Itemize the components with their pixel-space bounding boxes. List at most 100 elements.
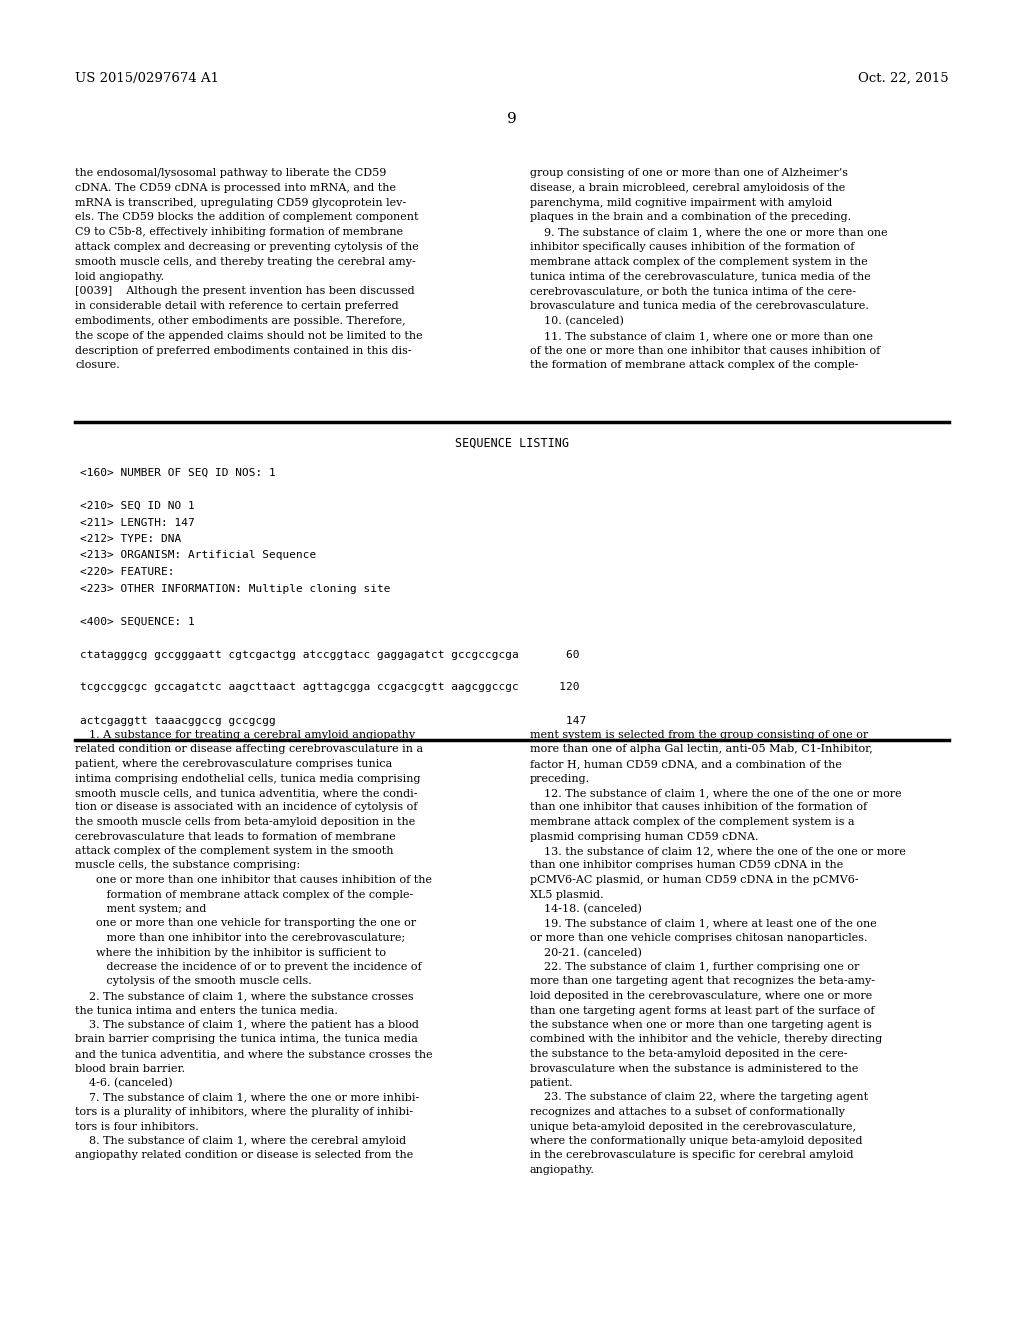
Text: where the conformationally unique beta-amyloid deposited: where the conformationally unique beta-a…	[530, 1137, 862, 1146]
Text: pCMV6-AC plasmid, or human CD59 cDNA in the pCMV6-: pCMV6-AC plasmid, or human CD59 cDNA in …	[530, 875, 859, 884]
Text: 2. The substance of claim 1, where the substance crosses: 2. The substance of claim 1, where the s…	[75, 991, 414, 1001]
Text: cerebrovasculature, or both the tunica intima of the cere-: cerebrovasculature, or both the tunica i…	[530, 286, 856, 297]
Text: factor H, human CD59 cDNA, and a combination of the: factor H, human CD59 cDNA, and a combina…	[530, 759, 842, 770]
Text: more than one of alpha Gal lectin, anti-05 Mab, C1-Inhibitor,: more than one of alpha Gal lectin, anti-…	[530, 744, 872, 755]
Text: angiopathy.: angiopathy.	[530, 1166, 595, 1175]
Text: 7. The substance of claim 1, where the one or more inhibi-: 7. The substance of claim 1, where the o…	[75, 1093, 419, 1102]
Text: US 2015/0297674 A1: US 2015/0297674 A1	[75, 73, 219, 84]
Text: unique beta-amyloid deposited in the cerebrovasculature,: unique beta-amyloid deposited in the cer…	[530, 1122, 856, 1131]
Text: related condition or disease affecting cerebrovasculature in a: related condition or disease affecting c…	[75, 744, 423, 755]
Text: ment system is selected from the group consisting of one or: ment system is selected from the group c…	[530, 730, 868, 741]
Text: and the tunica adventitia, and where the substance crosses the: and the tunica adventitia, and where the…	[75, 1049, 432, 1059]
Text: the scope of the appended claims should not be limited to the: the scope of the appended claims should …	[75, 331, 423, 341]
Text: 9: 9	[507, 112, 517, 125]
Text: loid deposited in the cerebrovasculature, where one or more: loid deposited in the cerebrovasculature…	[530, 991, 872, 1001]
Text: actcgaggtt taaacggccg gccgcgg                                           147: actcgaggtt taaacggccg gccgcgg 147	[80, 715, 587, 726]
Text: brovasculature and tunica media of the cerebrovasculature.: brovasculature and tunica media of the c…	[530, 301, 869, 312]
Text: membrane attack complex of the complement system is a: membrane attack complex of the complemen…	[530, 817, 855, 828]
Text: <211> LENGTH: 147: <211> LENGTH: 147	[80, 517, 195, 528]
Text: smooth muscle cells, and thereby treating the cerebral amy-: smooth muscle cells, and thereby treatin…	[75, 257, 416, 267]
Text: tcgccggcgc gccagatctc aagcttaact agttagcgga ccgacgcgtt aagcggccgc      120: tcgccggcgc gccagatctc aagcttaact agttagc…	[80, 682, 580, 693]
Text: or more than one vehicle comprises chitosan nanoparticles.: or more than one vehicle comprises chito…	[530, 933, 867, 942]
Text: <223> OTHER INFORMATION: Multiple cloning site: <223> OTHER INFORMATION: Multiple clonin…	[80, 583, 390, 594]
Text: formation of membrane attack complex of the comple-: formation of membrane attack complex of …	[75, 890, 414, 899]
Text: 13. the substance of claim 12, where the one of the one or more: 13. the substance of claim 12, where the…	[530, 846, 906, 855]
Text: 14-18. (canceled): 14-18. (canceled)	[530, 904, 642, 915]
Text: group consisting of one or more than one of Alzheimer’s: group consisting of one or more than one…	[530, 168, 848, 178]
Text: the substance to the beta-amyloid deposited in the cere-: the substance to the beta-amyloid deposi…	[530, 1049, 848, 1059]
Text: mRNA is transcribed, upregulating CD59 glycoprotein lev-: mRNA is transcribed, upregulating CD59 g…	[75, 198, 407, 207]
Text: inhibitor specifically causes inhibition of the formation of: inhibitor specifically causes inhibition…	[530, 242, 854, 252]
Text: 3. The substance of claim 1, where the patient has a blood: 3. The substance of claim 1, where the p…	[75, 1020, 419, 1030]
Text: angiopathy related condition or disease is selected from the: angiopathy related condition or disease …	[75, 1151, 414, 1160]
Text: SEQUENCE LISTING: SEQUENCE LISTING	[455, 437, 569, 450]
Text: than one targeting agent forms at least part of the surface of: than one targeting agent forms at least …	[530, 1006, 874, 1015]
Text: <220> FEATURE:: <220> FEATURE:	[80, 568, 174, 577]
Text: ment system; and: ment system; and	[75, 904, 207, 913]
Text: decrease the incidence of or to prevent the incidence of: decrease the incidence of or to prevent …	[75, 962, 422, 972]
Text: 19. The substance of claim 1, where at least one of the one: 19. The substance of claim 1, where at l…	[530, 919, 877, 928]
Text: one or more than one vehicle for transporting the one or: one or more than one vehicle for transpo…	[75, 919, 416, 928]
Text: the endosomal/lysosomal pathway to liberate the CD59: the endosomal/lysosomal pathway to liber…	[75, 168, 386, 178]
Text: intima comprising endothelial cells, tunica media comprising: intima comprising endothelial cells, tun…	[75, 774, 421, 784]
Text: than one inhibitor that causes inhibition of the formation of: than one inhibitor that causes inhibitio…	[530, 803, 867, 813]
Text: description of preferred embodiments contained in this dis-: description of preferred embodiments con…	[75, 346, 412, 355]
Text: 9. The substance of claim 1, where the one or more than one: 9. The substance of claim 1, where the o…	[530, 227, 888, 238]
Text: muscle cells, the substance comprising:: muscle cells, the substance comprising:	[75, 861, 300, 870]
Text: the formation of membrane attack complex of the comple-: the formation of membrane attack complex…	[530, 360, 858, 371]
Text: closure.: closure.	[75, 360, 120, 371]
Text: in considerable detail with reference to certain preferred: in considerable detail with reference to…	[75, 301, 398, 312]
Text: combined with the inhibitor and the vehicle, thereby directing: combined with the inhibitor and the vehi…	[530, 1035, 883, 1044]
Text: the substance when one or more than one targeting agent is: the substance when one or more than one …	[530, 1020, 871, 1030]
Text: plasmid comprising human CD59 cDNA.: plasmid comprising human CD59 cDNA.	[530, 832, 759, 842]
Text: brain barrier comprising the tunica intima, the tunica media: brain barrier comprising the tunica inti…	[75, 1035, 418, 1044]
Text: 11. The substance of claim 1, where one or more than one: 11. The substance of claim 1, where one …	[530, 331, 873, 341]
Text: tors is four inhibitors.: tors is four inhibitors.	[75, 1122, 199, 1131]
Text: 10. (canceled): 10. (canceled)	[530, 315, 624, 326]
Text: 23. The substance of claim 22, where the targeting agent: 23. The substance of claim 22, where the…	[530, 1093, 868, 1102]
Text: [0039]    Although the present invention has been discussed: [0039] Although the present invention ha…	[75, 286, 415, 297]
Text: C9 to C5b-8, effectively inhibiting formation of membrane: C9 to C5b-8, effectively inhibiting form…	[75, 227, 403, 238]
Text: of the one or more than one inhibitor that causes inhibition of: of the one or more than one inhibitor th…	[530, 346, 881, 355]
Text: tors is a plurality of inhibitors, where the plurality of inhibi-: tors is a plurality of inhibitors, where…	[75, 1107, 413, 1117]
Text: 4-6. (canceled): 4-6. (canceled)	[75, 1078, 173, 1088]
Text: blood brain barrier.: blood brain barrier.	[75, 1064, 185, 1073]
Text: membrane attack complex of the complement system in the: membrane attack complex of the complemen…	[530, 257, 867, 267]
Text: preceding.: preceding.	[530, 774, 590, 784]
Text: attack complex and decreasing or preventing cytolysis of the: attack complex and decreasing or prevent…	[75, 242, 419, 252]
Text: recognizes and attaches to a subset of conformationally: recognizes and attaches to a subset of c…	[530, 1107, 845, 1117]
Text: plaques in the brain and a combination of the preceding.: plaques in the brain and a combination o…	[530, 213, 851, 222]
Text: tunica intima of the cerebrovasculature, tunica media of the: tunica intima of the cerebrovasculature,…	[530, 272, 870, 281]
Text: attack complex of the complement system in the smooth: attack complex of the complement system …	[75, 846, 393, 855]
Text: 20-21. (canceled): 20-21. (canceled)	[530, 948, 642, 958]
Text: brovasculature when the substance is administered to the: brovasculature when the substance is adm…	[530, 1064, 858, 1073]
Text: Oct. 22, 2015: Oct. 22, 2015	[858, 73, 949, 84]
Text: tion or disease is associated with an incidence of cytolysis of: tion or disease is associated with an in…	[75, 803, 418, 813]
Text: cerebrovasculature that leads to formation of membrane: cerebrovasculature that leads to formati…	[75, 832, 395, 842]
Text: more than one inhibitor into the cerebrovasculature;: more than one inhibitor into the cerebro…	[75, 933, 406, 942]
Text: <210> SEQ ID NO 1: <210> SEQ ID NO 1	[80, 502, 195, 511]
Text: cytolysis of the smooth muscle cells.: cytolysis of the smooth muscle cells.	[75, 977, 311, 986]
Text: more than one targeting agent that recognizes the beta-amy-: more than one targeting agent that recog…	[530, 977, 874, 986]
Text: els. The CD59 blocks the addition of complement component: els. The CD59 blocks the addition of com…	[75, 213, 419, 222]
Text: XL5 plasmid.: XL5 plasmid.	[530, 890, 603, 899]
Text: <160> NUMBER OF SEQ ID NOS: 1: <160> NUMBER OF SEQ ID NOS: 1	[80, 469, 275, 478]
Text: patient, where the cerebrovasculature comprises tunica: patient, where the cerebrovasculature co…	[75, 759, 392, 770]
Text: parenchyma, mild cognitive impairment with amyloid: parenchyma, mild cognitive impairment wi…	[530, 198, 833, 207]
Text: 12. The substance of claim 1, where the one of the one or more: 12. The substance of claim 1, where the …	[530, 788, 901, 799]
Text: embodiments, other embodiments are possible. Therefore,: embodiments, other embodiments are possi…	[75, 315, 406, 326]
Text: patient.: patient.	[530, 1078, 573, 1088]
Text: the tunica intima and enters the tunica media.: the tunica intima and enters the tunica …	[75, 1006, 338, 1015]
Text: 22. The substance of claim 1, further comprising one or: 22. The substance of claim 1, further co…	[530, 962, 859, 972]
Text: smooth muscle cells, and tunica adventitia, where the condi-: smooth muscle cells, and tunica adventit…	[75, 788, 418, 799]
Text: 8. The substance of claim 1, where the cerebral amyloid: 8. The substance of claim 1, where the c…	[75, 1137, 407, 1146]
Text: <400> SEQUENCE: 1: <400> SEQUENCE: 1	[80, 616, 195, 627]
Text: <212> TYPE: DNA: <212> TYPE: DNA	[80, 535, 181, 544]
Text: than one inhibitor comprises human CD59 cDNA in the: than one inhibitor comprises human CD59 …	[530, 861, 843, 870]
Text: <213> ORGANISM: Artificial Sequence: <213> ORGANISM: Artificial Sequence	[80, 550, 316, 561]
Text: the smooth muscle cells from beta-amyloid deposition in the: the smooth muscle cells from beta-amyloi…	[75, 817, 416, 828]
Text: where the inhibition by the inhibitor is sufficient to: where the inhibition by the inhibitor is…	[75, 948, 386, 957]
Text: ctatagggcg gccgggaatt cgtcgactgg atccggtacc gaggagatct gccgccgcga       60: ctatagggcg gccgggaatt cgtcgactgg atccggt…	[80, 649, 580, 660]
Text: cDNA. The CD59 cDNA is processed into mRNA, and the: cDNA. The CD59 cDNA is processed into mR…	[75, 182, 396, 193]
Text: 1. A substance for treating a cerebral amyloid angiopathy: 1. A substance for treating a cerebral a…	[75, 730, 415, 741]
